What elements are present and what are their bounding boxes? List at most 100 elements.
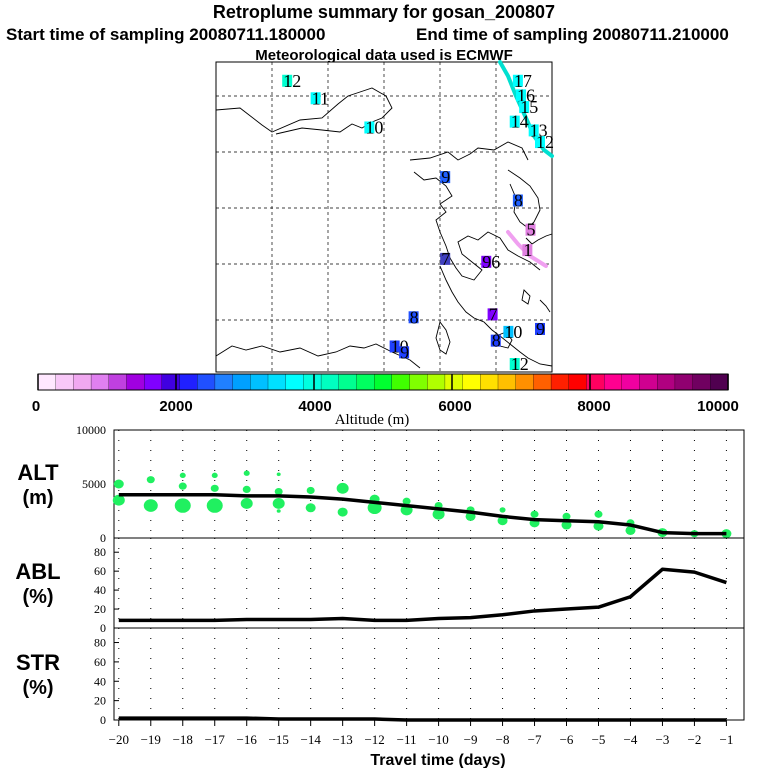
x-tick-label: −6: [560, 732, 574, 747]
str-frame: [113, 627, 745, 721]
alt-scatter-point: [113, 479, 124, 489]
x-tick-label: −11: [397, 732, 417, 747]
map-marker: [512, 194, 523, 207]
x-tick-label: −5: [592, 732, 606, 747]
colorbar-swatch: [497, 373, 517, 391]
met-data: Meteorological data used is ECMWF: [255, 47, 513, 64]
alt-scatter-point: [594, 510, 603, 518]
alt-scatter-point: [593, 521, 604, 531]
chart-title: Retroplume summary for gosan_200807: [212, 2, 556, 22]
abl-ytick-label: 60: [94, 564, 106, 578]
alt-ytick-label: 10000: [76, 423, 106, 437]
map-day-label: 9: [400, 342, 409, 362]
map-marker: [519, 101, 530, 114]
alt-scatter-point: [276, 509, 281, 513]
alt-scatter-point: [243, 470, 250, 476]
colorbar-swatch: [550, 373, 570, 391]
map-day-label: 7: [441, 249, 450, 269]
x-tick-label: −1: [719, 732, 733, 747]
alt-series-line: [118, 493, 727, 536]
colorbar-swatch: [90, 373, 110, 391]
map-marker: [522, 244, 533, 257]
colorbar-swatch: [179, 373, 198, 391]
x-tick-label: −16: [237, 732, 258, 747]
colorbar-swatch: [197, 373, 216, 391]
map-day-label: 13: [530, 120, 548, 140]
colorbar-tick-label: 10000: [697, 398, 739, 415]
colorbar-swatch: [232, 373, 251, 391]
alt-scatter-point: [211, 472, 218, 479]
map-day-label: 15: [520, 97, 538, 117]
colorbar-swatch: [391, 373, 411, 391]
map-marker: [389, 340, 400, 353]
coastlines: [215, 87, 553, 369]
colorbar-swatch: [126, 373, 145, 391]
map-marker: [512, 74, 523, 87]
colorbar-swatch: [515, 373, 535, 391]
alt-scatter-point: [272, 498, 285, 509]
alt-panel: 0 5000 10000 ALT(m): [17, 423, 745, 545]
map-day-label: 10: [504, 322, 522, 342]
map-marker: [509, 358, 520, 370]
colorbar-swatch: [55, 373, 75, 391]
x-tick-label: −2: [688, 732, 702, 747]
map-marker: [509, 115, 520, 128]
x-tick-label: −13: [332, 732, 352, 747]
map-day-label: 8: [492, 331, 501, 351]
alt-scatter-point: [306, 486, 315, 495]
x-tick-label: −7: [528, 732, 542, 747]
map-marker: [490, 334, 501, 347]
alt-scatter-point: [625, 525, 636, 535]
alt-scatter-point: [276, 472, 281, 477]
map-day-label: 1: [523, 240, 532, 260]
map-day-label: 7: [489, 304, 498, 324]
str-series-line: [118, 716, 727, 722]
colorbar-swatch: [621, 373, 641, 391]
abl-ytick-label: 80: [94, 545, 106, 559]
str-ytick-label: 20: [94, 694, 106, 708]
time-series-panels: 0500010000ALT(m)020406080ABL(%)020406080…: [15, 423, 745, 768]
alt-scatter-point: [112, 494, 125, 506]
str-ytick-label: 60: [94, 655, 106, 669]
map-day-label: 14: [511, 112, 529, 132]
map-day-label: 16: [517, 85, 535, 105]
alt-scatter-point: [499, 507, 506, 513]
colorbar-swatch: [144, 373, 163, 391]
map-day-label: 8: [514, 190, 523, 210]
colorbar-swatch: [639, 373, 658, 391]
map-marker: [528, 124, 539, 137]
colorbar-swatch: [444, 373, 464, 391]
abl-frame: [113, 537, 745, 629]
alt-scatter-point: [174, 498, 191, 513]
abl-series-line: [118, 567, 727, 623]
alt-scatter-point: [336, 482, 349, 494]
alt-scatter-point: [367, 501, 382, 515]
alt-label: ALT: [17, 460, 59, 485]
str-unit: (%): [22, 677, 53, 699]
map-day-label: 8: [410, 307, 419, 327]
x-tick-label: −10: [428, 732, 448, 747]
colorbar-swatch: [214, 373, 234, 391]
alt-scatter-point: [562, 512, 571, 521]
colorbar-tick-label: 2000: [159, 398, 192, 415]
x-tick-label: −18: [173, 732, 193, 747]
map-marker: [310, 92, 321, 105]
map-marker: [525, 223, 536, 236]
abl-ytick-label: 0: [100, 621, 106, 635]
alt-ytick-label: 5000: [82, 477, 106, 491]
map-day-label: 17: [514, 71, 532, 91]
map-day-labels: 121110171615141312985179687109810912: [282, 71, 554, 374]
colorbar-swatch: [374, 373, 393, 391]
alt-scatter-point: [305, 503, 316, 513]
colorbar-swatch: [710, 373, 729, 391]
alt-scatter-point: [146, 476, 155, 484]
x-tick-label: −20: [109, 732, 129, 747]
alt-scatter-point: [143, 499, 158, 512]
colorbar-swatch: [427, 373, 446, 391]
altitude-colorbar: 0 2000 4000 6000 8000 10000: [32, 373, 739, 415]
x-tick-label: −9: [464, 732, 478, 747]
colorbar-swatch: [267, 373, 287, 391]
map-marker: [364, 121, 375, 134]
colorbar-swatch: [568, 373, 588, 391]
